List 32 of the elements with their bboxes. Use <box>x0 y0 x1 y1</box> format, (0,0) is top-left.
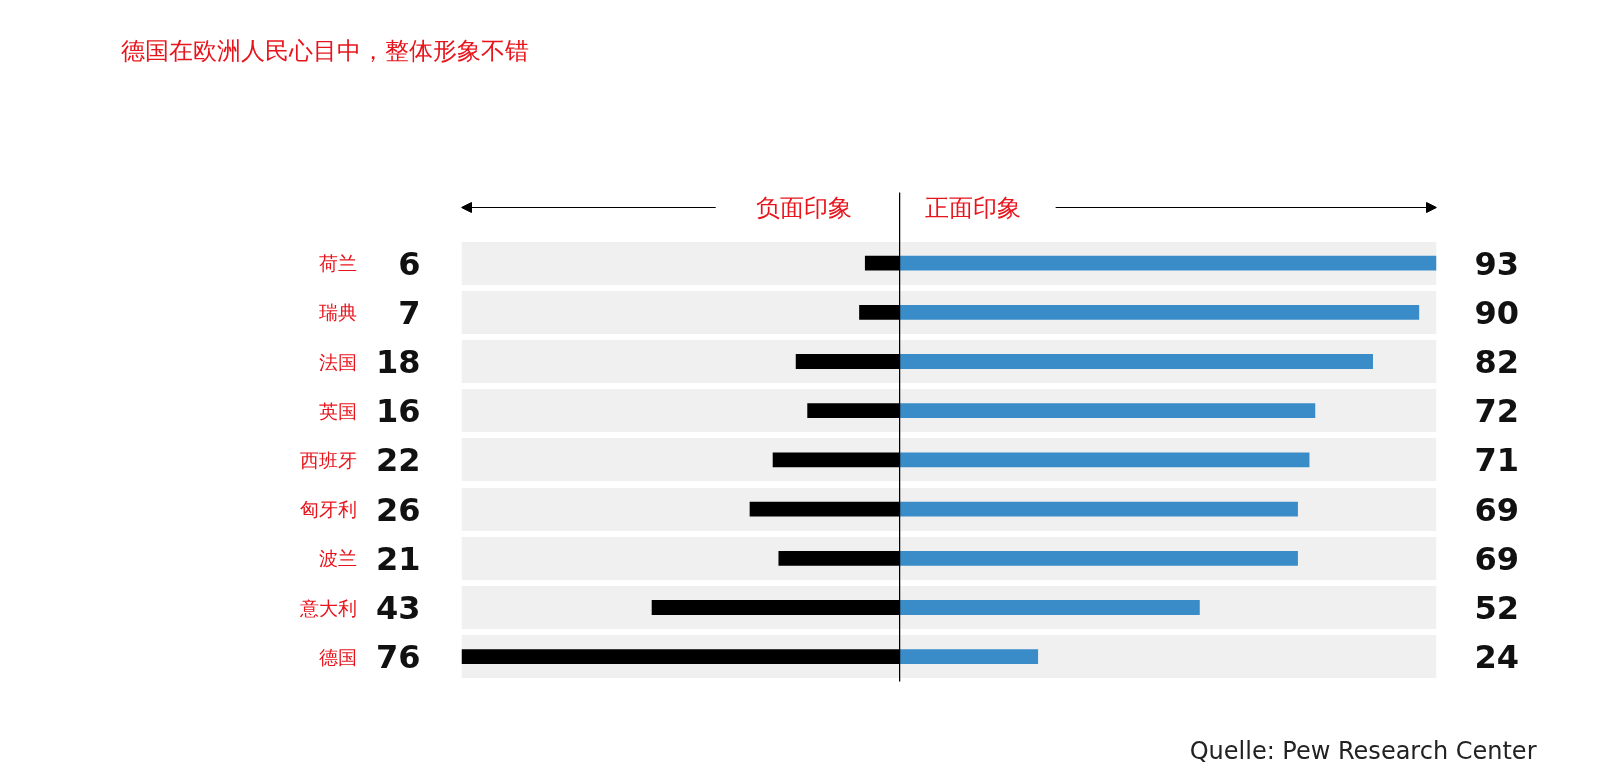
y-tick-label: 法国 <box>318 350 357 373</box>
y-tick-label: 波兰 <box>318 547 357 570</box>
series-label: 负面印象 <box>755 193 852 222</box>
data-label: 43 <box>375 589 421 627</box>
data-label: 82 <box>1474 343 1520 381</box>
chart-title: 德国在欧洲人民心目中，整体形象不错 <box>120 36 529 65</box>
data-label: 52 <box>1474 589 1520 627</box>
data-label: 22 <box>375 441 421 480</box>
y-tick-label: 瑞典 <box>318 301 357 324</box>
y-tick-label: 意大利 <box>298 596 357 619</box>
y-tick-label: 德国 <box>318 645 357 668</box>
data-label: 18 <box>375 343 421 381</box>
data-label: 7 <box>398 293 421 332</box>
data-label: 71 <box>1474 441 1520 480</box>
series-label: 正面印象 <box>924 193 1021 222</box>
data-label: 69 <box>1474 539 1520 578</box>
data-label: 6 <box>398 244 421 283</box>
data-label: 93 <box>1474 244 1520 283</box>
y-tick-label: 英国 <box>318 399 357 422</box>
y-tick-label: 匈牙利 <box>299 498 357 521</box>
source-note: Quelle: Pew Research Center <box>1189 736 1537 765</box>
data-label: 16 <box>375 392 421 431</box>
bar <box>899 649 1039 665</box>
data-label: 90 <box>1474 293 1520 332</box>
data-label: 21 <box>375 539 421 578</box>
data-label: 26 <box>375 490 421 529</box>
y-tick-label: 荷兰 <box>318 252 357 275</box>
data-label: 72 <box>1474 392 1520 431</box>
y-tick-label: 西班牙 <box>299 448 357 471</box>
data-label: 76 <box>375 638 421 677</box>
data-label: 69 <box>1474 490 1520 529</box>
data-label: 24 <box>1474 638 1520 677</box>
